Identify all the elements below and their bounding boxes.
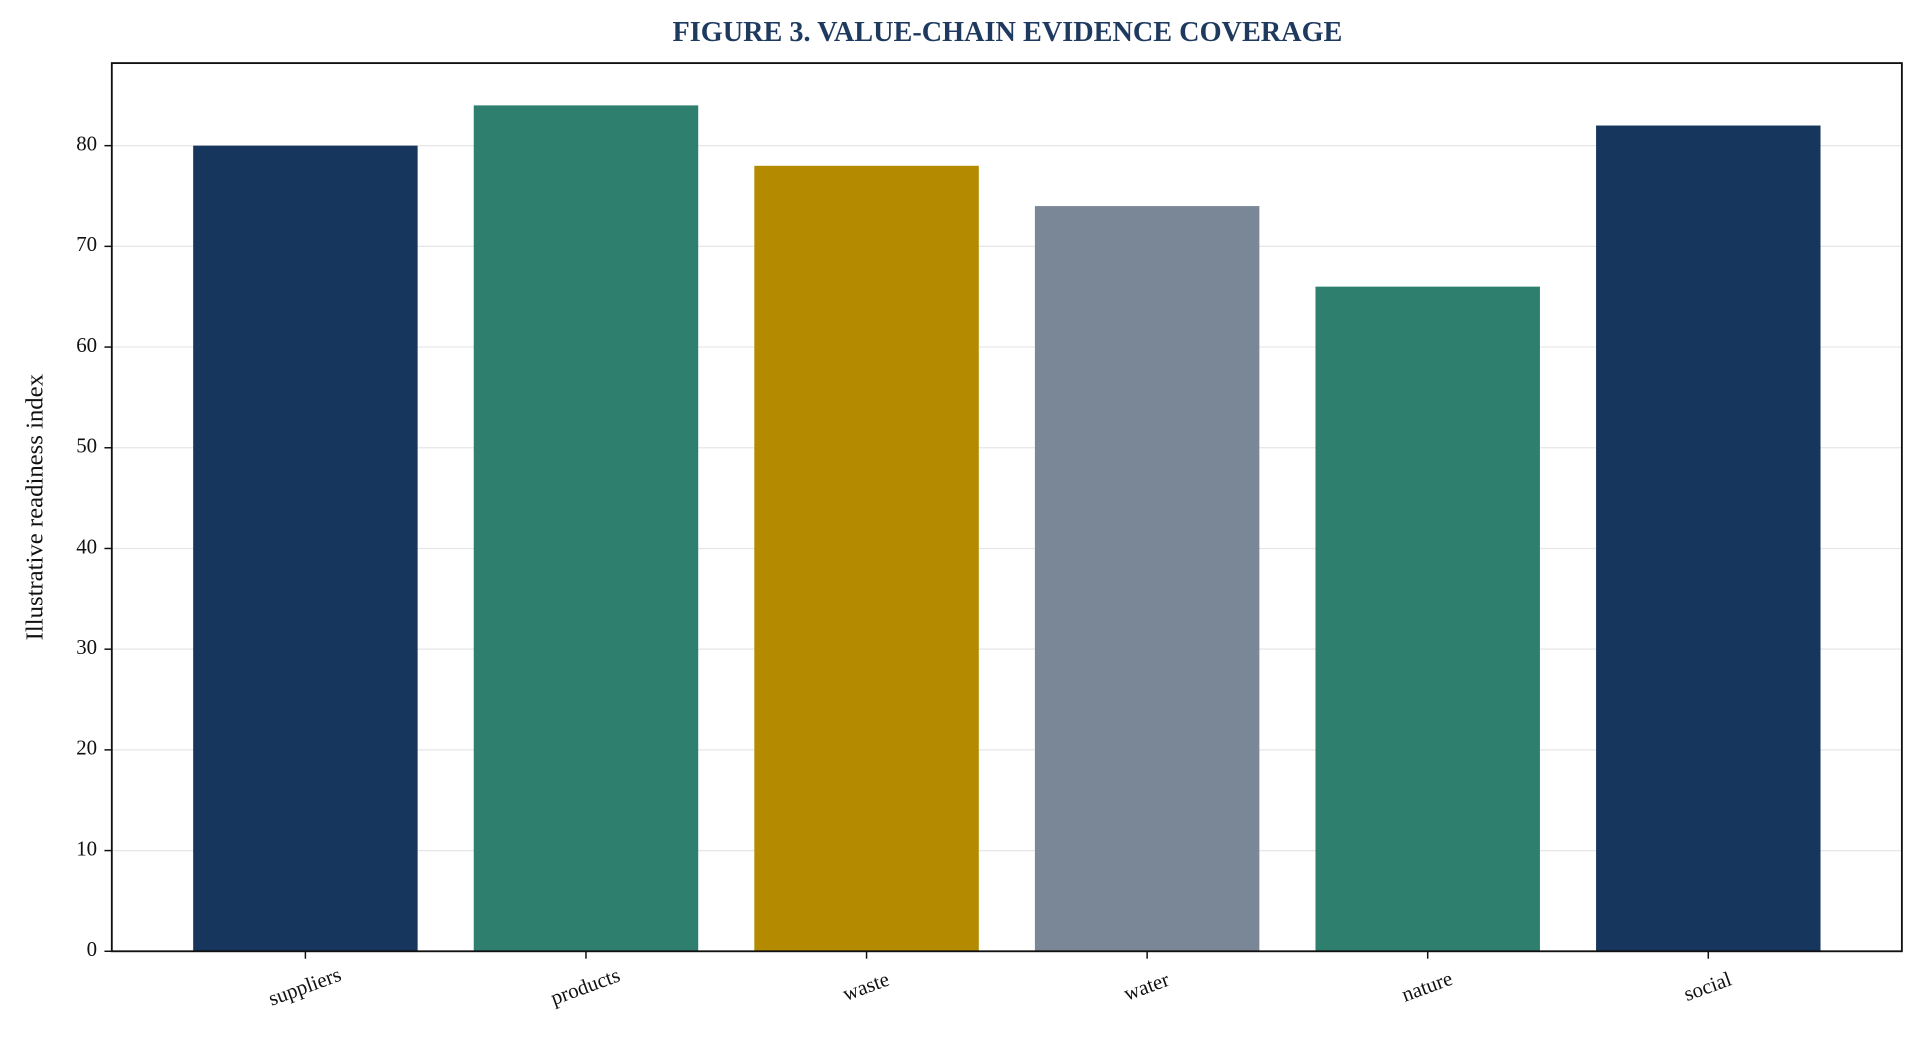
y-tick-label: 60	[76, 333, 97, 357]
y-tick-label: 30	[76, 635, 97, 659]
axes-frame	[110, 62, 1903, 953]
y-tick-label: 10	[76, 836, 97, 860]
x-tick-label: nature	[1398, 966, 1455, 1007]
x-tick-label: products	[547, 963, 623, 1010]
y-tick-label: 70	[76, 232, 97, 256]
y-tick-label: 0	[87, 937, 97, 961]
y-tick-label: 80	[76, 131, 97, 155]
y-tick-label: 50	[76, 434, 97, 458]
x-tick-label: water	[1121, 967, 1173, 1006]
y-tick-label: 40	[76, 534, 97, 558]
y-tick-label: 20	[76, 736, 97, 760]
bar	[473, 105, 699, 952]
chart-title: FIGURE 3. VALUE-CHAIN EVIDENCE COVERAGE	[672, 17, 1342, 48]
x-tick-label: suppliers	[265, 962, 344, 1011]
bars	[193, 105, 1821, 952]
bar	[1315, 286, 1540, 952]
x-tick-label: waste	[839, 967, 892, 1006]
y-axis-label: Illustrative readiness index	[22, 373, 49, 640]
bar	[193, 145, 418, 952]
x-tick-label: social	[1681, 967, 1735, 1006]
bar	[754, 165, 979, 952]
bar	[1596, 125, 1821, 952]
bar	[1034, 206, 1260, 952]
